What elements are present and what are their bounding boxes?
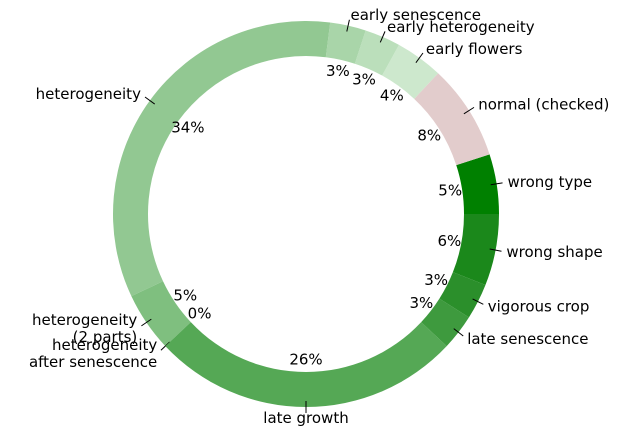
wedge [414,73,490,166]
label-tick [453,328,464,337]
wedge [131,281,191,347]
percent-label: 26% [289,351,322,369]
category-label: heterogeneity after senescence [29,336,157,371]
label-tick [346,19,350,32]
percent-label: 3% [424,271,448,289]
category-label: heterogeneity (2 parts) [32,311,137,346]
wedge [382,44,439,99]
category-label: early flowers [426,39,523,57]
category-label: wrong shape [506,243,602,261]
wedge [452,214,499,286]
percent-label: 5% [438,182,462,200]
wedge [439,272,486,318]
percent-label: 0% [188,304,212,322]
category-label: early senescence [351,5,481,23]
percent-label: 3% [409,294,433,312]
category-label: heterogeneity [36,85,141,103]
category-label: wrong type [507,173,592,191]
category-label: late senescence [467,330,588,348]
percent-label: 4% [380,86,404,104]
percent-label: 3% [352,71,376,89]
label-tick [489,248,502,252]
wedge [456,154,499,214]
wedge [325,22,366,64]
percent-label: 3% [326,62,350,80]
category-label: late growth [263,409,348,426]
percent-label: 5% [173,287,197,305]
wedge [354,30,399,76]
label-tick [141,318,152,327]
percent-label: 34% [171,119,204,137]
label-tick [490,182,503,186]
wedge [165,322,447,407]
wedge [421,298,469,347]
percent-label: 6% [438,232,462,250]
wedge [112,21,331,297]
category-label: normal (checked) [478,95,609,113]
category-label: early heterogeneity [387,17,535,35]
label-tick [379,31,386,43]
label-tick [463,106,475,115]
percent-label: 8% [417,126,441,144]
category-label: vigorous crop [488,297,590,315]
label-tick [144,96,156,105]
label-tick [415,52,424,64]
label-tick [472,298,484,305]
